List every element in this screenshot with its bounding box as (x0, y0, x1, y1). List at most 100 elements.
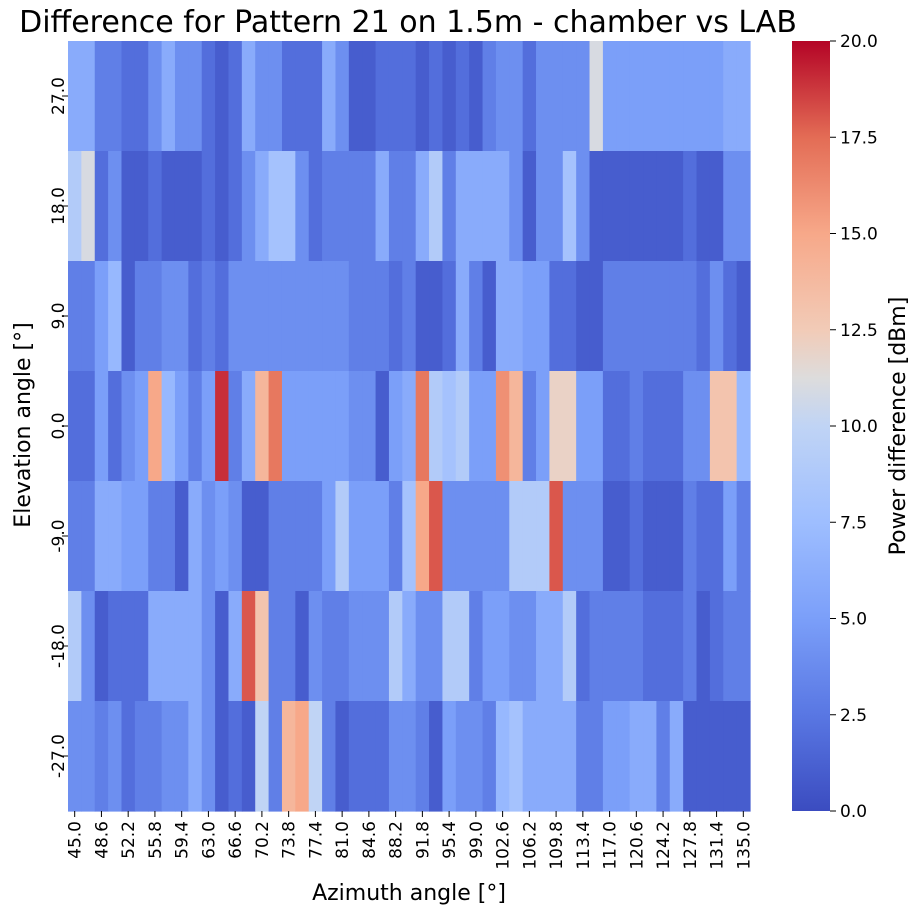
heatmap-cell (255, 481, 270, 592)
heatmap-cell (522, 481, 537, 592)
x-tick-label: 45.0 (66, 821, 86, 859)
heatmap-cell (241, 41, 256, 152)
heatmap-cell (108, 261, 123, 372)
heatmap-cell (148, 41, 163, 152)
heatmap-cell (335, 151, 350, 262)
heatmap-cell (616, 371, 631, 482)
x-tick-label: 52.2 (119, 821, 139, 859)
heatmap-cell (549, 261, 564, 372)
heatmap-cell (322, 591, 337, 702)
heatmap-cell (469, 591, 484, 702)
x-tick-label: 124.2 (654, 821, 674, 870)
heatmap-cell (255, 41, 270, 152)
heatmap-cell (134, 261, 149, 372)
heatmap-cell (362, 701, 377, 812)
heatmap-cell (442, 591, 457, 702)
heatmap-cell (322, 151, 337, 262)
heatmap-cell (362, 41, 377, 152)
heatmap-cell (576, 261, 591, 372)
heatmap-cell (656, 261, 671, 372)
heatmap-cell (455, 261, 470, 372)
heatmap-cell (335, 481, 350, 592)
heatmap-cell (375, 481, 390, 592)
heatmap-cell (134, 701, 149, 812)
heatmap-cell (215, 591, 230, 702)
heatmap-cell (268, 591, 283, 702)
heatmap-cell (148, 701, 163, 812)
heatmap-cell (482, 481, 497, 592)
heatmap-cell (469, 481, 484, 592)
heatmap-cell (576, 591, 591, 702)
y-tick-label: 9.0 (49, 302, 69, 329)
heatmap-cell (669, 371, 684, 482)
heatmap-cell (643, 701, 657, 812)
heatmap-cell (509, 151, 524, 262)
heatmap-cell (723, 481, 738, 592)
heatmap-cell (281, 261, 296, 372)
heatmap-cell (429, 151, 444, 262)
heatmap-cell (268, 151, 283, 262)
heatmap-cell (268, 41, 283, 152)
heatmap-cell (602, 41, 617, 152)
heatmap-cell (536, 591, 551, 702)
colorbar-ticks: 0.0 2.5 5.0 7.5 10.0 12.5 15.0 17.5 20.0 (830, 32, 878, 822)
heatmap-cell (616, 701, 631, 812)
y-axis-ticks: 27.0 18.0 9.0 0.0 -9.0 -18.0 -27.0 (49, 77, 69, 778)
heatmap-cell (81, 371, 96, 482)
heatmap-cell (362, 151, 377, 262)
heatmap-cell (308, 481, 323, 592)
x-tick-label: 88.2 (387, 821, 407, 859)
heatmap-cell (201, 701, 216, 812)
heatmap-cell (576, 701, 591, 812)
heatmap-cell (669, 481, 684, 592)
heatmap-cell (308, 261, 323, 372)
heatmap-cell (669, 261, 684, 372)
heatmap-cell (402, 481, 417, 592)
heatmap-cell (469, 261, 484, 372)
heatmap-cell (429, 481, 444, 592)
heatmap-cell (522, 591, 537, 702)
heatmap-cell (174, 701, 189, 812)
heatmap-cell (683, 261, 698, 372)
heatmap-cell (134, 481, 149, 592)
heatmap-cell (536, 481, 551, 592)
heatmap-cell (536, 151, 551, 262)
heatmap-cell (228, 481, 243, 592)
heatmap-cell (121, 481, 136, 592)
heatmap-cell (228, 371, 243, 482)
heatmap-cell (723, 701, 738, 812)
x-axis-label: Azimuth angle [°] (312, 881, 506, 906)
heatmap-cell (322, 41, 337, 152)
heatmap-cell (388, 481, 403, 592)
heatmap-cell (375, 261, 390, 372)
heatmap-cell (281, 591, 296, 702)
heatmap-cell (228, 261, 243, 372)
heatmap-cell (736, 481, 751, 592)
heatmap-cell (442, 481, 457, 592)
heatmap-cell (656, 591, 671, 702)
heatmap-cell (723, 261, 738, 372)
heatmap-cell (602, 151, 617, 262)
heatmap-cell (121, 591, 136, 702)
heatmap-cell (562, 261, 577, 372)
heatmap-cell (94, 701, 109, 812)
heatmap-cell (562, 591, 577, 702)
heatmap-cell (215, 41, 230, 152)
heatmap-cell (469, 41, 484, 152)
heatmap-cell (255, 701, 270, 812)
heatmap-cell (268, 701, 283, 812)
heatmap-cell (402, 701, 417, 812)
x-tick-label: 77.4 (306, 821, 326, 859)
heatmap-cell (442, 371, 457, 482)
heatmap-cell (68, 151, 82, 262)
heatmap-cell (709, 701, 724, 812)
heatmap-cell (696, 261, 711, 372)
heatmap-cell (335, 701, 350, 812)
heatmap-cell (495, 151, 510, 262)
x-tick-label: 117.0 (601, 821, 621, 870)
heatmap-cell (482, 701, 497, 812)
heatmap-cell (161, 701, 176, 812)
heatmap-cell (108, 701, 123, 812)
colorbar-tick-label: 0.0 (840, 802, 867, 822)
x-tick-label: 102.6 (494, 821, 514, 870)
